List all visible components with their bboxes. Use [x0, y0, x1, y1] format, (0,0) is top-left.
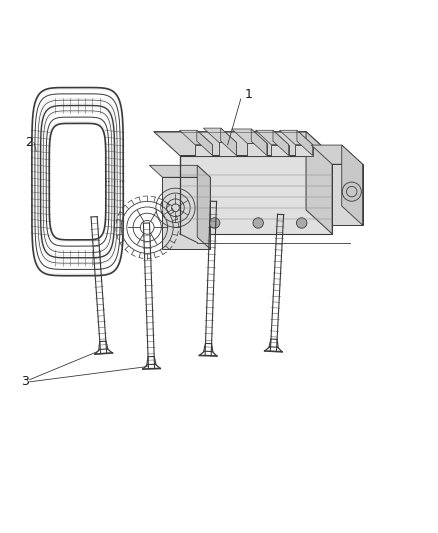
- Polygon shape: [342, 145, 363, 225]
- Polygon shape: [149, 165, 210, 177]
- Polygon shape: [273, 130, 289, 156]
- Polygon shape: [221, 128, 237, 156]
- Polygon shape: [203, 128, 237, 142]
- Text: 2: 2: [25, 136, 33, 149]
- Polygon shape: [162, 177, 210, 249]
- Polygon shape: [295, 144, 313, 156]
- Polygon shape: [251, 129, 267, 156]
- Polygon shape: [180, 156, 332, 234]
- Polygon shape: [232, 129, 267, 143]
- Polygon shape: [297, 130, 313, 156]
- Polygon shape: [154, 132, 332, 156]
- Polygon shape: [306, 132, 332, 234]
- Polygon shape: [332, 164, 363, 225]
- Polygon shape: [247, 143, 267, 156]
- Polygon shape: [180, 130, 212, 144]
- Polygon shape: [271, 144, 289, 156]
- Polygon shape: [195, 144, 212, 156]
- Circle shape: [209, 218, 220, 228]
- Polygon shape: [197, 130, 212, 156]
- Circle shape: [253, 218, 263, 228]
- Polygon shape: [279, 130, 313, 144]
- Text: 1: 1: [245, 88, 253, 101]
- Text: 3: 3: [21, 375, 29, 389]
- Polygon shape: [311, 145, 363, 164]
- Polygon shape: [219, 142, 237, 156]
- Polygon shape: [197, 165, 210, 249]
- Circle shape: [297, 218, 307, 228]
- Polygon shape: [255, 130, 289, 144]
